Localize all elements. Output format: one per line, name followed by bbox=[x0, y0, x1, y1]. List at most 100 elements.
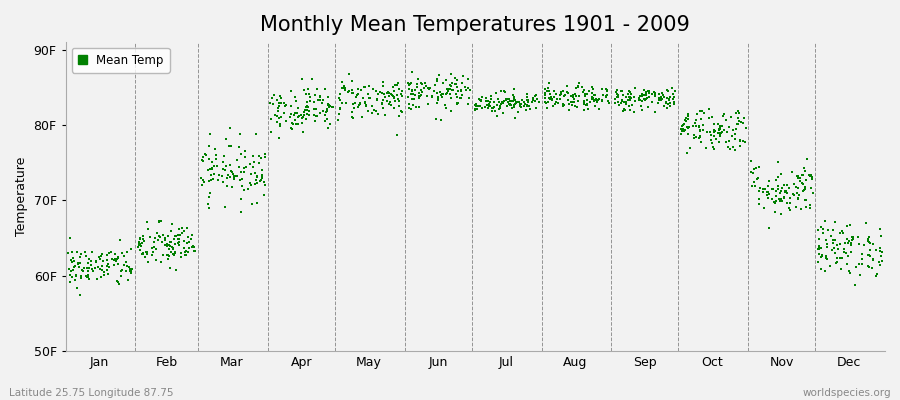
Point bbox=[402, 86, 417, 92]
Point bbox=[220, 183, 235, 190]
Point bbox=[550, 96, 564, 102]
Point bbox=[609, 93, 624, 100]
Point bbox=[284, 119, 299, 126]
Point bbox=[378, 94, 392, 100]
Point bbox=[358, 84, 373, 90]
Point bbox=[159, 252, 174, 258]
Point bbox=[310, 86, 324, 92]
Point bbox=[557, 93, 572, 99]
Point bbox=[652, 95, 666, 101]
Point bbox=[514, 101, 528, 107]
Point bbox=[529, 105, 544, 111]
Point bbox=[325, 103, 339, 110]
Point bbox=[696, 122, 710, 128]
Point bbox=[145, 252, 159, 258]
Point bbox=[680, 130, 695, 137]
Point bbox=[635, 93, 650, 100]
Point bbox=[113, 268, 128, 274]
Point bbox=[719, 138, 733, 145]
Point bbox=[210, 163, 224, 170]
Point bbox=[119, 267, 133, 274]
Point bbox=[248, 181, 263, 187]
Point bbox=[345, 90, 359, 96]
Point bbox=[443, 82, 457, 88]
Point bbox=[338, 86, 353, 93]
Point bbox=[762, 224, 777, 231]
Point bbox=[706, 128, 721, 135]
Point bbox=[538, 92, 553, 98]
Point bbox=[425, 92, 439, 99]
Point bbox=[429, 76, 444, 82]
Point bbox=[390, 92, 404, 98]
Point bbox=[778, 188, 793, 194]
Point bbox=[793, 178, 807, 185]
Point bbox=[714, 129, 728, 136]
Point bbox=[841, 236, 855, 243]
Point bbox=[723, 146, 737, 152]
Point bbox=[375, 90, 390, 96]
Point bbox=[635, 90, 650, 97]
Point bbox=[352, 102, 366, 109]
Point bbox=[194, 175, 209, 182]
Point bbox=[668, 88, 682, 94]
Point bbox=[828, 219, 842, 225]
Point bbox=[767, 199, 781, 205]
Point bbox=[155, 239, 169, 245]
Point bbox=[382, 99, 397, 106]
Point bbox=[687, 135, 701, 141]
Point bbox=[622, 88, 636, 94]
Point bbox=[112, 254, 126, 261]
Point bbox=[760, 183, 775, 189]
Point bbox=[410, 81, 424, 87]
Point bbox=[320, 101, 335, 108]
Point bbox=[167, 241, 182, 247]
Point bbox=[132, 236, 147, 242]
Point bbox=[392, 98, 406, 104]
Point bbox=[320, 107, 334, 113]
Point bbox=[676, 122, 690, 128]
Point bbox=[678, 127, 692, 134]
Point bbox=[622, 94, 636, 101]
Point bbox=[778, 193, 792, 200]
Point bbox=[233, 131, 248, 138]
Point bbox=[707, 133, 722, 139]
Point bbox=[496, 100, 510, 107]
Point bbox=[820, 244, 834, 250]
Point bbox=[201, 200, 215, 207]
Point bbox=[508, 100, 523, 106]
Point bbox=[108, 251, 122, 257]
Point bbox=[346, 114, 360, 121]
Point bbox=[520, 99, 535, 105]
Point bbox=[699, 129, 714, 135]
Point bbox=[210, 152, 224, 158]
Point bbox=[175, 225, 189, 232]
Point bbox=[706, 127, 721, 133]
Point bbox=[435, 91, 449, 97]
Point bbox=[815, 226, 830, 232]
Point bbox=[528, 98, 543, 104]
Point bbox=[743, 169, 758, 176]
Point bbox=[151, 233, 166, 240]
Point bbox=[73, 254, 87, 260]
Point bbox=[277, 109, 292, 116]
Point bbox=[844, 234, 859, 241]
Point bbox=[840, 261, 854, 267]
Point bbox=[408, 92, 422, 98]
Point bbox=[224, 143, 238, 150]
Point bbox=[490, 90, 504, 96]
Point bbox=[469, 100, 483, 107]
Point bbox=[357, 84, 372, 90]
Point bbox=[377, 112, 392, 118]
Point bbox=[404, 80, 419, 86]
Point bbox=[388, 98, 402, 104]
Point bbox=[719, 116, 733, 123]
Point bbox=[158, 235, 172, 241]
Point bbox=[487, 104, 501, 110]
Point bbox=[412, 95, 427, 102]
Point bbox=[401, 81, 416, 87]
Point bbox=[707, 121, 722, 127]
Point bbox=[326, 104, 340, 110]
Point bbox=[601, 100, 616, 106]
Point bbox=[519, 103, 534, 109]
Point bbox=[472, 96, 486, 102]
